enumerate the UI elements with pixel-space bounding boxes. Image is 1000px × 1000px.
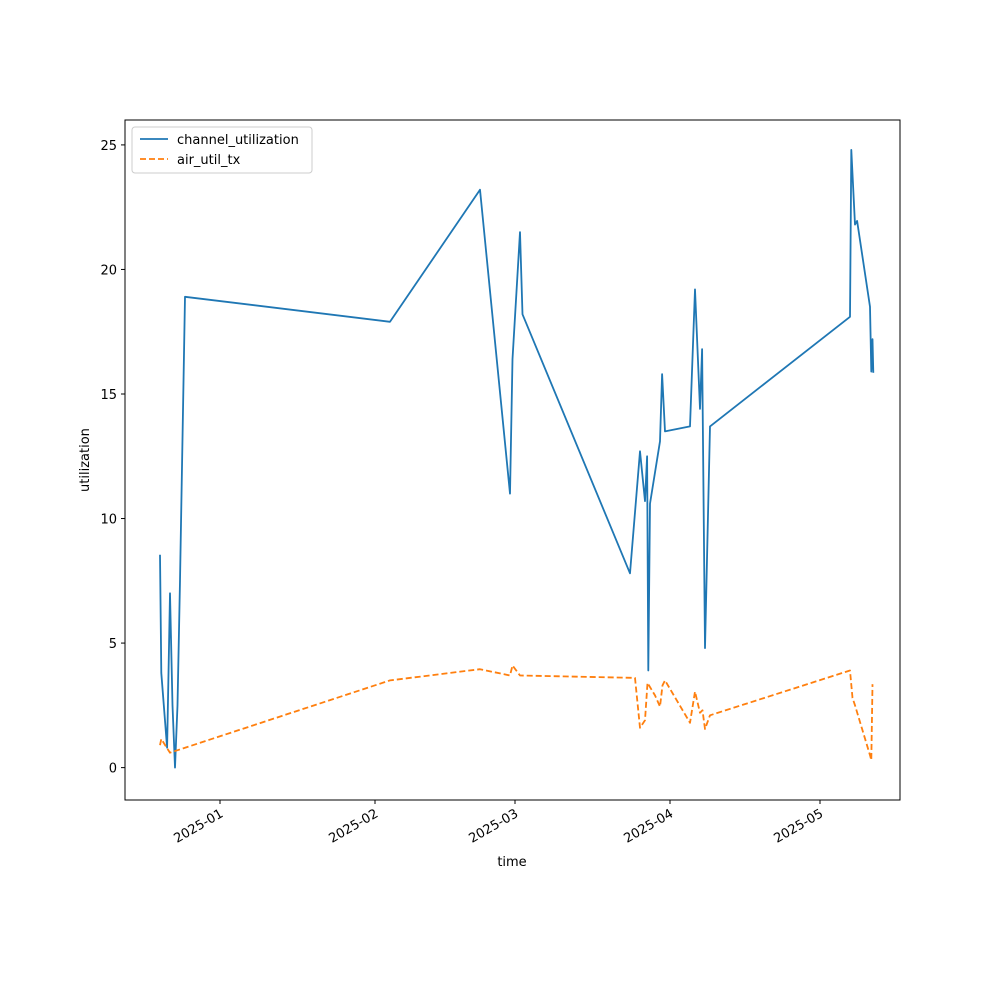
y-tick-label: 15 bbox=[100, 388, 117, 403]
legend-label-channel-utilization: channel_utilization bbox=[177, 133, 299, 148]
x-axis-label: time bbox=[497, 855, 526, 870]
legend: channel_utilization air_util_tx bbox=[131, 126, 313, 174]
plot-frame bbox=[124, 119, 901, 801]
legend-box bbox=[131, 126, 313, 174]
y-tick-label: 5 bbox=[109, 637, 117, 652]
y-tick-label: 20 bbox=[100, 263, 117, 278]
series-line-channel-utilization bbox=[159, 148, 875, 769]
y-tick-label: 25 bbox=[100, 139, 117, 154]
y-axis: 0 5 10 15 20 25 bbox=[100, 139, 125, 777]
legend-label-air-util-tx: air_util_tx bbox=[177, 153, 241, 168]
y-tick-label: 0 bbox=[109, 762, 117, 777]
series-line-air-util-tx bbox=[159, 664, 874, 761]
y-tick-label: 10 bbox=[100, 513, 117, 528]
series-layer bbox=[159, 148, 875, 769]
y-axis-label: utilization bbox=[78, 428, 93, 492]
